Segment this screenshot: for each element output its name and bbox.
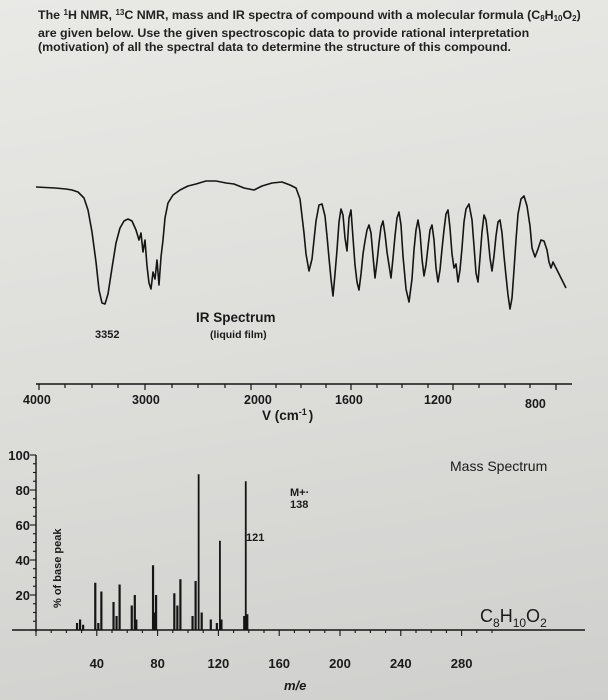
ir-spectrum: 4000 3000 2000 1600 1200 800 V (cm-1) 33… [23,180,572,423]
ir-tick-4000: 4000 [23,393,51,407]
ms-x-tick-80: 80 [150,656,164,671]
ir-tick-800: 800 [525,397,546,411]
ms-x-axis-label: m/e [284,678,306,693]
ms-y-tick-20: 20 [16,588,30,603]
ir-trace [35,180,567,310]
ms-axis-ticks [30,454,493,636]
ms-x-tick-120: 120 [208,656,230,671]
ir-title: IR Spectrum [196,310,276,325]
ms-y-tick-40: 40 [16,553,30,568]
ir-tick-1600: 1600 [335,393,363,407]
ir-x-axis-label: V (cm-1) [262,407,313,423]
ir-tick-labels: 4000 3000 2000 1600 1200 800 [23,393,546,411]
ms-annotation-138: 138 [290,499,308,511]
ms-x-tick-40: 40 [90,656,104,671]
ms-y-tick-60: 60 [16,518,30,533]
ms-y-tick-labels: 100 80 60 40 20 [8,448,30,603]
ms-x-tick-240: 240 [390,656,412,671]
ir-tick-3000: 3000 [132,393,160,407]
ms-y-tick-80: 80 [16,483,30,498]
mass-spectrum: 40 80 120 160 200 240 280 100 80 60 40 20 % of bas… [8,448,585,693]
ms-molecular-formula: C8H10O2 [480,606,547,630]
ms-y-tick-100: 100 [8,448,30,463]
ms-x-tick-labels: 40 80 120 160 200 240 280 [90,656,473,671]
ir-tick-2000: 2000 [244,393,272,407]
ms-peaks [75,474,249,630]
ir-peak-label: 3352 [95,329,119,341]
ms-x-tick-160: 160 [268,656,290,671]
ms-title: Mass Spectrum [450,458,547,474]
ir-tick-1200: 1200 [424,393,452,407]
ms-y-axis-label: % of base peak [52,528,64,608]
ms-x-tick-280: 280 [451,656,473,671]
ms-annotation-molecular-ion: M+· [290,487,309,499]
ms-x-tick-200: 200 [329,656,351,671]
ir-subtitle: (liquid film) [210,329,267,341]
ms-annotation-121: 121 [246,532,264,544]
problem-statement: The 1H NMR, 13C NMR, mass and IR spectra… [38,8,581,54]
